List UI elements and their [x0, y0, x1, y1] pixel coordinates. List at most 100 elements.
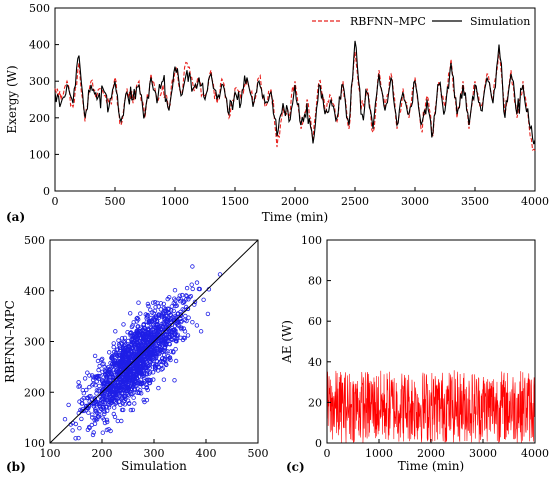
scatter-point	[122, 385, 128, 390]
panel-c-y-tick-label: 60	[308, 315, 322, 328]
scatter-point	[111, 341, 116, 346]
scatter-point	[130, 366, 135, 371]
scatter-point	[141, 397, 146, 403]
scatter-point	[183, 293, 189, 298]
scatter-point	[162, 348, 167, 353]
panel-c-x-tick-label: 3000	[469, 447, 497, 460]
panel-a-y-tick-label: 0	[43, 185, 50, 198]
panel-a-x-tick-label: 1500	[221, 195, 249, 208]
scatter-point	[128, 342, 133, 348]
panel-c-x-axis-label: Time (min)	[398, 459, 464, 473]
scatter-point	[122, 355, 127, 360]
panel-b: 100 200 300 400 500 100 200 300 400 500 Simulatio…	[3, 234, 269, 474]
scatter-point	[116, 338, 121, 343]
scatter-point	[156, 312, 161, 317]
panel-b-y-tick-label: 400	[24, 285, 45, 298]
scatter-point	[117, 358, 123, 364]
scatter-point	[82, 376, 88, 381]
scatter-point	[122, 378, 128, 383]
scatter-point	[109, 400, 114, 406]
scatter-point	[126, 357, 132, 362]
panel-a-x-tick-label: 500	[105, 195, 126, 208]
scatter-point	[136, 329, 142, 334]
scatter-point	[135, 335, 140, 341]
scatter-point	[125, 382, 130, 387]
scatter-point	[136, 347, 142, 352]
scatter-point	[73, 436, 78, 441]
panel-c-x-tick-label: 1000	[365, 447, 393, 460]
scatter-point	[120, 372, 126, 377]
scatter-point	[167, 342, 172, 347]
scatter-point	[141, 384, 146, 389]
scatter-point	[189, 282, 194, 287]
scatter-point	[123, 362, 128, 367]
scatter-point	[104, 405, 109, 410]
scatter-point	[171, 301, 176, 306]
scatter-point	[138, 311, 143, 316]
scatter-point	[147, 369, 153, 375]
scatter-point	[118, 347, 123, 352]
panel-c-x-tick-label: 4000	[521, 447, 549, 460]
scatter-point	[93, 399, 98, 404]
scatter-point	[139, 372, 144, 377]
scatter-point	[158, 301, 164, 306]
scatter-point	[156, 315, 162, 320]
panel-a-x-tick-label: 3500	[461, 195, 489, 208]
panel-b-label: (b)	[6, 460, 26, 474]
scatter-point	[122, 347, 127, 352]
scatter-point	[76, 380, 81, 385]
scatter-point	[136, 300, 141, 305]
scatter-point	[131, 395, 136, 400]
scatter-point	[144, 382, 149, 387]
scatter-point	[114, 389, 120, 394]
scatter-point	[172, 327, 177, 332]
panel-c: 0 1000 2000 3000 4000 0 20 40 60 80 100 Time (min)…	[280, 234, 549, 474]
scatter-point	[130, 349, 135, 355]
scatter-point	[135, 324, 141, 329]
scatter-point	[137, 379, 142, 384]
scatter-point	[136, 332, 142, 337]
scatter-point	[117, 399, 122, 404]
scatter-point	[140, 360, 146, 365]
scatter-point	[130, 407, 136, 413]
scatter-point	[164, 362, 169, 367]
panel-b-y-tick-label: 200	[24, 386, 45, 399]
scatter-point	[104, 378, 109, 384]
scatter-point	[174, 303, 179, 308]
scatter-point	[115, 358, 121, 363]
scatter-point	[131, 387, 137, 392]
scatter-point	[135, 315, 140, 321]
scatter-point	[92, 396, 98, 402]
scatter-point	[115, 391, 120, 396]
panel-a-x-tick-label: 2000	[281, 195, 309, 208]
scatter-point	[107, 391, 113, 397]
scatter-point	[144, 365, 149, 370]
scatter-point	[81, 391, 86, 396]
scatter-point	[107, 393, 113, 398]
scatter-point	[165, 349, 170, 354]
scatter-point	[155, 334, 161, 339]
scatter-point	[151, 377, 156, 382]
scatter-point	[84, 387, 89, 393]
scatter-point	[145, 333, 151, 338]
scatter-point	[194, 280, 200, 285]
scatter-point	[168, 316, 174, 321]
scatter-point	[163, 306, 168, 312]
scatter-point	[128, 407, 134, 413]
scatter-point	[108, 381, 113, 386]
scatter-point	[85, 370, 90, 375]
scatter-point	[184, 294, 189, 299]
scatter-point	[205, 311, 211, 317]
panel-a-x-axis-label: Time (min)	[262, 210, 328, 224]
scatter-point	[88, 394, 93, 399]
scatter-point	[96, 367, 101, 373]
scatter-point	[181, 299, 187, 305]
scatter-point	[180, 307, 185, 312]
scatter-point	[129, 324, 135, 330]
scatter-point	[188, 294, 194, 299]
panel-b-x-tick-label: 400	[196, 447, 217, 460]
series-line-ae	[326, 370, 536, 444]
scatter-point	[94, 379, 99, 384]
scatter-point	[140, 358, 146, 363]
